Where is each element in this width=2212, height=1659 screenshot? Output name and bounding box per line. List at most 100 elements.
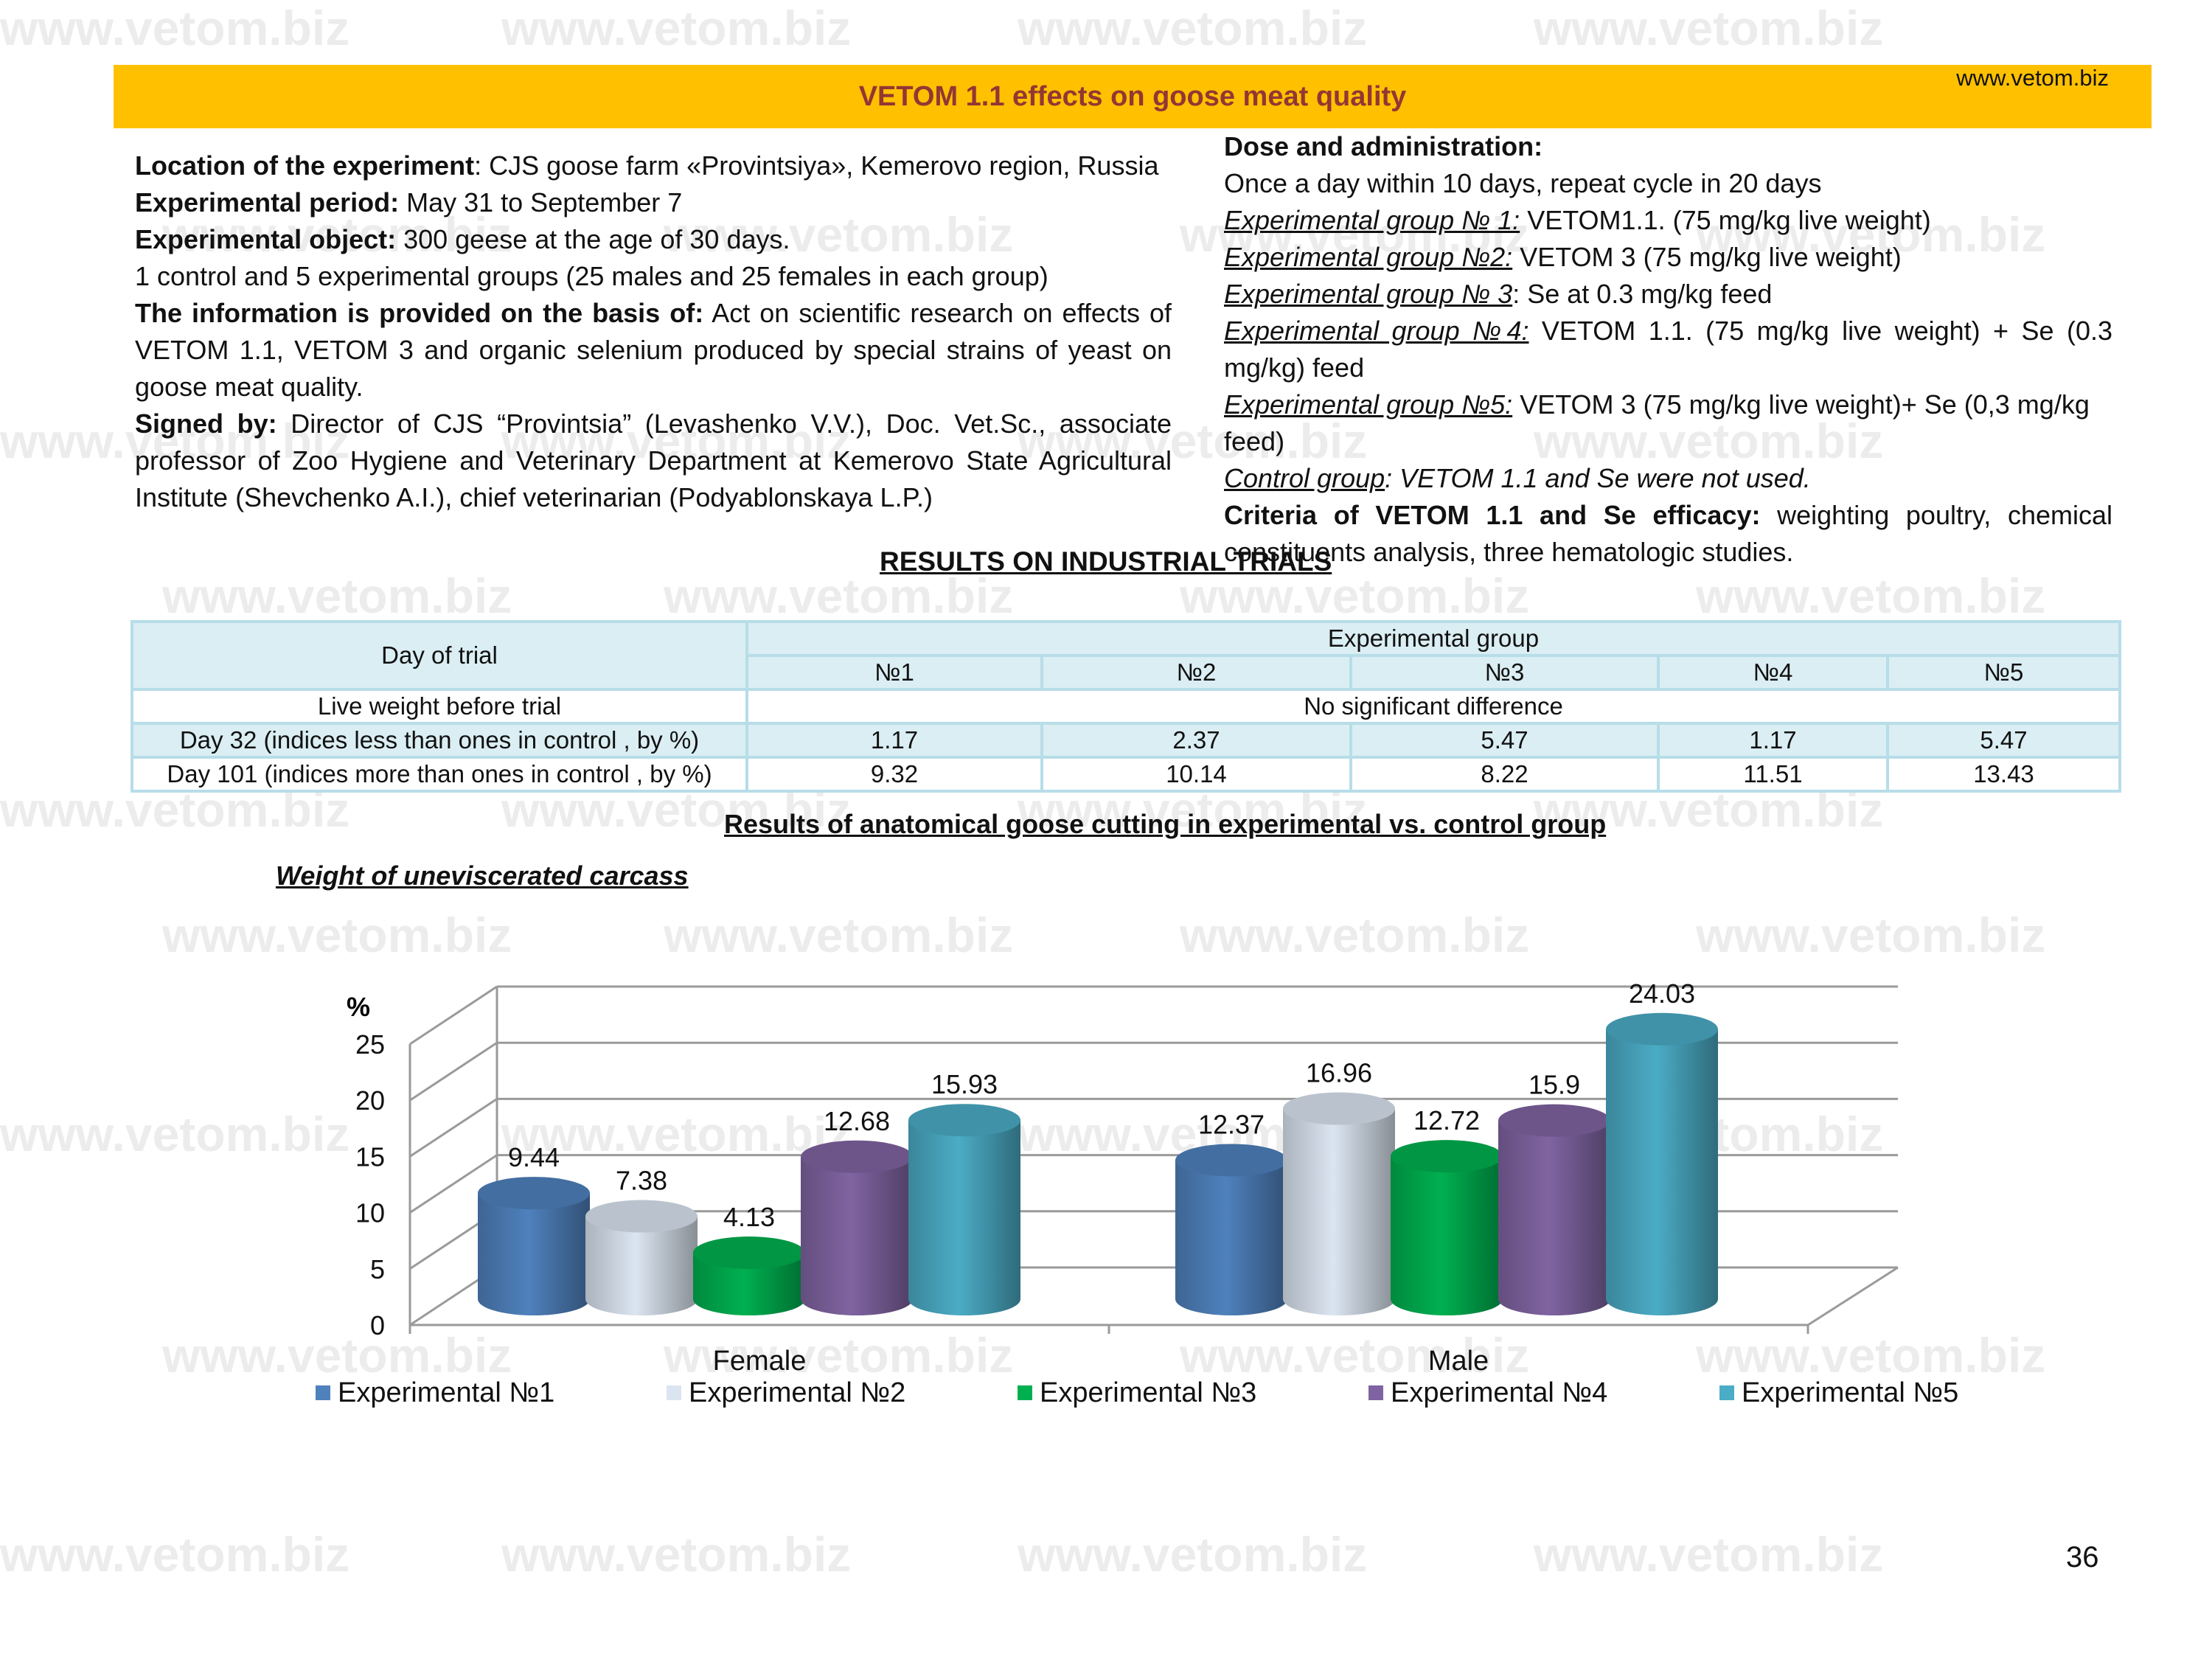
- group-col-3: №3: [1349, 654, 1660, 691]
- day-of-trial-header: Day of trial: [131, 620, 748, 691]
- gridline-side: [409, 1098, 498, 1158]
- group-3-line: Experimental group № 3: Se at 0.3 mg/kg …: [1224, 276, 2112, 313]
- anatomical-title: Results of anatomical goose cutting in e…: [724, 809, 1607, 839]
- cell: 8.22: [1349, 756, 1660, 793]
- group-1-line: Experimental group № 1: VETOM1.1. (75 mg…: [1224, 202, 2112, 239]
- legend-swatch: [1368, 1385, 1383, 1400]
- bar: [585, 1216, 698, 1315]
- group-col-2: №2: [1040, 654, 1352, 691]
- bar-top: [693, 1237, 805, 1270]
- basis-label: The information is provided on the basis…: [135, 298, 704, 328]
- group-1-label: Experimental group № 1:: [1224, 205, 1520, 235]
- data-label: 9.44: [508, 1142, 560, 1172]
- chart-bars: [478, 1012, 1718, 1315]
- gridline-side: [409, 1154, 498, 1214]
- cell: 1.17: [745, 722, 1043, 759]
- legend-swatch: [316, 1385, 330, 1400]
- y-tick-label: 0: [370, 1310, 385, 1340]
- legend-swatch: [1719, 1385, 1734, 1400]
- criteria-paragraph: Criteria of VETOM 1.1 and Se efficacy: w…: [1224, 497, 2112, 571]
- y-tick-label: 25: [355, 1029, 385, 1060]
- group-5-value: VETOM 3 (75 mg/kg live weight)+ Se (0,3 …: [1224, 389, 2090, 456]
- bar-top: [801, 1140, 913, 1173]
- page-number: 36: [2066, 1541, 2099, 1573]
- header-bar: VETOM 1.1 effects on goose meat quality …: [114, 65, 2152, 128]
- row-label: Live weight before trial: [131, 688, 748, 725]
- gridline-side: [409, 1041, 498, 1102]
- data-label: 24.03: [1629, 978, 1695, 1009]
- control-label: Control group: [1224, 463, 1385, 493]
- basis-paragraph: The information is provided on the basis…: [135, 295, 1172, 406]
- y-tick-label: 20: [355, 1085, 385, 1116]
- data-label: 12.37: [1198, 1109, 1265, 1139]
- y-axis-label: %: [347, 992, 370, 1022]
- bar-top: [1391, 1140, 1503, 1173]
- object-label: Experimental object:: [135, 224, 397, 254]
- legend-swatch: [667, 1385, 681, 1400]
- object-line: Experimental object: 300 geese at the ag…: [135, 221, 1172, 258]
- chart-legend: Experimental №1 Experimental №2 Experime…: [310, 1377, 2035, 1414]
- bar: [1283, 1108, 1395, 1315]
- signed-paragraph: Signed by: Director of CJS “Provintsia” …: [135, 406, 1172, 516]
- group-2-value: VETOM 3 (75 mg/kg live weight): [1512, 242, 1902, 272]
- table-header-row: Day of trial Experimental group: [131, 620, 2121, 691]
- dose-info: Dose and administration: Once a day with…: [1224, 128, 2112, 571]
- legend-item: Experimental №4: [1368, 1377, 1607, 1409]
- signed-value: Director of CJS “Provintsia” (Levashenko…: [135, 408, 1172, 512]
- cell: 9.32: [745, 756, 1043, 793]
- legend-item: Experimental №1: [316, 1377, 554, 1409]
- group-col-1: №1: [745, 654, 1043, 691]
- data-label: 4.13: [723, 1202, 775, 1232]
- cell: 5.47: [1886, 722, 2121, 759]
- legend-swatch: [1018, 1385, 1032, 1400]
- cell: 5.47: [1349, 722, 1660, 759]
- y-tick-label: 10: [355, 1198, 385, 1228]
- chart-title: Weight of uneviscerated carcass: [276, 860, 689, 891]
- criteria-label: Criteria of VETOM 1.1 and Se efficacy:: [1224, 500, 1761, 530]
- legend-item: Experimental №3: [1018, 1377, 1256, 1409]
- row-label: Day 32 (indices less than ones in contro…: [131, 722, 748, 759]
- group-3-value: : Se at 0.3 mg/kg feed: [1512, 279, 1773, 309]
- period-label: Experimental period:: [135, 187, 400, 218]
- basis-value: Act on scientific research on effects of…: [135, 298, 1172, 402]
- results-title: RESULTS ON INDUSTRIAL TRIALS: [880, 546, 1332, 577]
- period-line: Experimental period: May 31 to September…: [135, 184, 1172, 221]
- bar-top: [1606, 1012, 1718, 1046]
- group-4-value: VETOM 1.1. (75 mg/kg live weight) + Se (…: [1224, 316, 2113, 383]
- group-1-value: VETOM1.1. (75 mg/kg live weight): [1520, 205, 1931, 235]
- bar-top: [908, 1104, 1020, 1137]
- location-value: : CJS goose farm «Provintsiya», Kemerovo…: [474, 150, 1159, 181]
- cell: 1.17: [1657, 722, 1889, 759]
- cell: 2.37: [1040, 722, 1352, 759]
- group-2-label: Experimental group №2:: [1224, 242, 1513, 272]
- category-label: Male: [1428, 1346, 1489, 1377]
- data-label: 15.9: [1528, 1070, 1580, 1100]
- row-value: No significant difference: [745, 688, 2121, 725]
- group-5-label: Experimental group №5:: [1224, 389, 1513, 420]
- group-3-label: Experimental group № 3: [1224, 279, 1513, 309]
- experimental-group-header: Experimental group: [745, 620, 2121, 657]
- cell: 10.14: [1040, 756, 1352, 793]
- results-table: Day of trial Experimental group №1 №2 №3…: [131, 620, 2121, 793]
- location-label: Location of the experiment: [135, 150, 475, 181]
- group-2-line: Experimental group №2: VETOM 3 (75 mg/kg…: [1224, 239, 2112, 276]
- bar: [801, 1156, 913, 1315]
- cell: 11.51: [1657, 756, 1889, 793]
- bar: [1606, 1029, 1718, 1315]
- groups-line: 1 control and 5 experimental groups (25 …: [135, 261, 1048, 291]
- group-5-line: Experimental group №5: VETOM 3 (75 mg/kg…: [1224, 386, 2112, 460]
- experiment-info: Location of the experiment: CJS goose fa…: [135, 147, 1172, 516]
- category-label: Female: [713, 1346, 807, 1377]
- data-label: 7.38: [616, 1166, 667, 1196]
- group-4-label: Experimental group №4:: [1224, 316, 1529, 346]
- bar: [478, 1193, 590, 1315]
- group-4-line: Experimental group №4: VETOM 1.1. (75 mg…: [1224, 313, 2112, 386]
- location-line: Location of the experiment: CJS goose fa…: [135, 147, 1172, 184]
- legend-label: Experimental №1: [338, 1377, 555, 1408]
- criteria-value: weighting poultry, chemical constituents…: [1224, 500, 2112, 567]
- legend-label: Experimental №3: [1040, 1377, 1257, 1408]
- row-label: Day 101 (indices more than ones in contr…: [131, 756, 748, 793]
- signed-label: Signed by:: [135, 408, 277, 439]
- legend-label: Experimental №2: [689, 1377, 906, 1408]
- dose-text: Once a day within 10 days, repeat cycle …: [1224, 168, 1822, 198]
